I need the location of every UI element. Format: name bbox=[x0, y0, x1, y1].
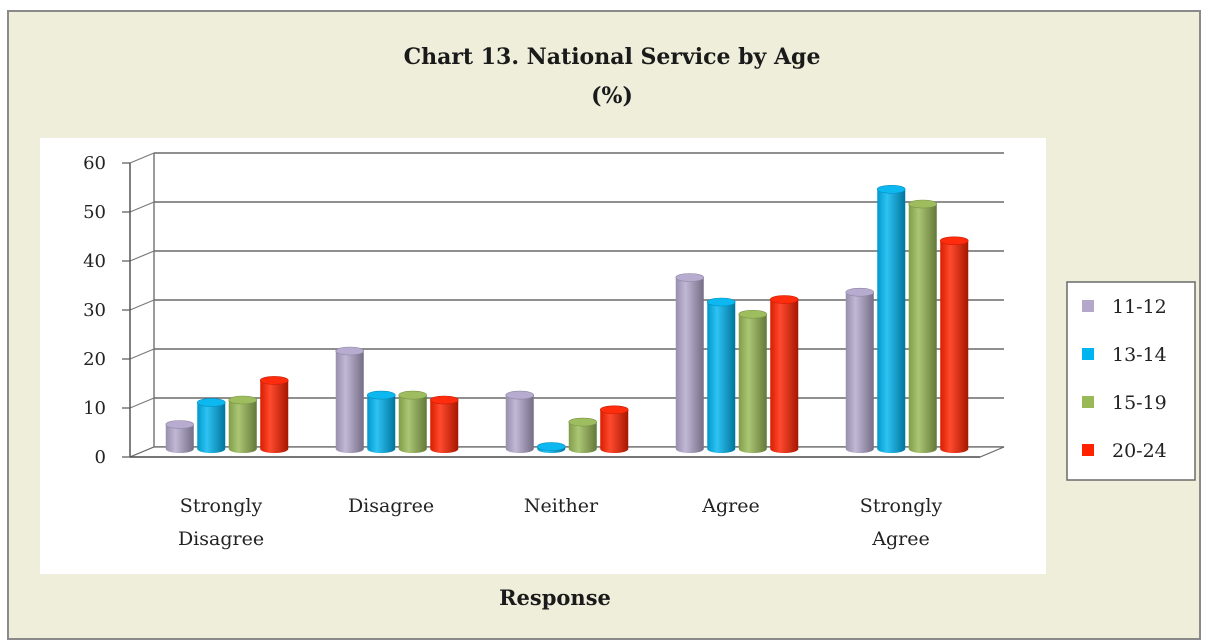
bar-top-13-14-1 bbox=[366, 390, 396, 400]
legend-swatch-13-14 bbox=[1082, 348, 1094, 360]
x-category-label: Strongly bbox=[860, 495, 943, 517]
bar-11-12-1 bbox=[335, 351, 364, 453]
bar-top-15-19-2 bbox=[568, 417, 598, 427]
bar-top-15-19-1 bbox=[398, 390, 428, 400]
bar-20-24-0 bbox=[260, 380, 289, 453]
bar-top-15-19-0 bbox=[228, 395, 258, 405]
side-wall-gridline bbox=[129, 299, 155, 311]
bar-top-20-24-0 bbox=[259, 376, 289, 385]
bar-13-14-0 bbox=[197, 402, 226, 453]
side-wall-gridline bbox=[129, 250, 155, 262]
bars bbox=[165, 185, 969, 454]
bar-13-14-1 bbox=[367, 395, 396, 453]
bar-13-14-4 bbox=[877, 189, 906, 454]
bar-11-12-2 bbox=[505, 395, 534, 453]
side-wall-gridline bbox=[129, 397, 155, 409]
bar-top-11-12-1 bbox=[335, 346, 365, 356]
y-tick-label: 20 bbox=[83, 349, 106, 370]
bar-top-20-24-4 bbox=[939, 236, 969, 246]
bar-15-19-0 bbox=[228, 400, 257, 453]
x-category-label: Disagree bbox=[178, 528, 264, 550]
bar-20-24-1 bbox=[430, 400, 459, 453]
y-tick-label: 0 bbox=[95, 447, 106, 468]
bar-20-24-4 bbox=[940, 240, 969, 453]
bar-top-11-12-3 bbox=[675, 273, 705, 282]
bar-top-11-12-2 bbox=[505, 390, 535, 400]
bar-11-12-0 bbox=[165, 424, 194, 453]
legend-label-13-14: 13-14 bbox=[1112, 344, 1167, 366]
legend-label-20-24: 20-24 bbox=[1112, 440, 1167, 462]
bar-13-14-3 bbox=[707, 302, 736, 453]
bar-top-13-14-0 bbox=[196, 398, 226, 407]
legend-swatch-11-12 bbox=[1082, 300, 1094, 312]
x-axis-title: Response bbox=[499, 585, 611, 610]
y-tick-label: 40 bbox=[83, 251, 106, 272]
bar-top-13-14-2 bbox=[536, 442, 566, 451]
bar-20-24-2 bbox=[600, 409, 629, 453]
bar-top-11-12-0 bbox=[165, 420, 195, 429]
x-category-label: Disagree bbox=[348, 495, 434, 517]
x-category-label: Agree bbox=[701, 495, 759, 517]
side-wall-gridline bbox=[129, 152, 155, 164]
x-axis-labels: Strongly Disagree Disagree Neither Agree Stro… bbox=[178, 495, 943, 550]
legend: 11-12 13-14 15-19 20-24 bbox=[1066, 281, 1196, 481]
x-category-label: Agree bbox=[871, 528, 929, 550]
x-category-label: Neither bbox=[524, 495, 599, 517]
bar-top-13-14-3 bbox=[706, 297, 736, 307]
x-category-label: Strongly bbox=[180, 495, 263, 517]
side-wall-gridline bbox=[129, 348, 155, 360]
chart-subtitle: (%) bbox=[591, 83, 633, 109]
legend-swatch-20-24 bbox=[1082, 444, 1094, 456]
chart-title: Chart 13. National Service by Age bbox=[404, 44, 821, 70]
bar-15-19-2 bbox=[568, 422, 597, 453]
bar-15-19-4 bbox=[908, 204, 937, 453]
legend-swatch-15-19 bbox=[1082, 396, 1094, 408]
bar-top-15-19-4 bbox=[908, 199, 938, 209]
side-wall-gridline bbox=[129, 201, 155, 213]
bar-15-19-3 bbox=[738, 314, 767, 453]
y-tick-label: 60 bbox=[83, 153, 106, 174]
bar-top-13-14-4 bbox=[876, 185, 906, 194]
y-tick-label: 30 bbox=[83, 300, 106, 321]
y-tick-label: 50 bbox=[83, 202, 106, 223]
legend-label-11-12: 11-12 bbox=[1112, 296, 1167, 318]
bar-top-20-24-2 bbox=[599, 405, 629, 415]
legend-label-15-19: 15-19 bbox=[1112, 392, 1167, 414]
bar-20-24-3 bbox=[770, 299, 799, 453]
bar-top-20-24-3 bbox=[769, 295, 799, 304]
y-tick-label: 10 bbox=[83, 398, 106, 419]
bar-top-20-24-1 bbox=[429, 395, 459, 405]
y-axis: 0 10 20 30 40 50 60 bbox=[83, 153, 980, 468]
bar-11-12-3 bbox=[675, 277, 704, 453]
bar-top-15-19-3 bbox=[738, 309, 768, 319]
bar-11-12-4 bbox=[845, 292, 874, 453]
bar-15-19-1 bbox=[398, 395, 427, 453]
bar-top-11-12-4 bbox=[845, 287, 875, 297]
